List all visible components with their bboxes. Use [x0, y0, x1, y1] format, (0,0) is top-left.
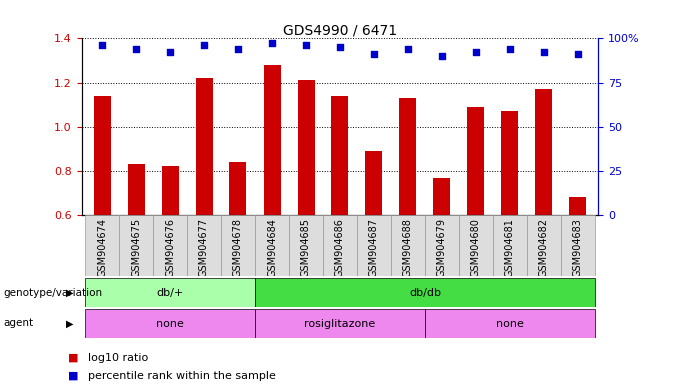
Text: GSM904685: GSM904685: [301, 218, 311, 277]
Text: GSM904674: GSM904674: [97, 218, 107, 277]
Text: none: none: [496, 318, 524, 329]
Text: GSM904675: GSM904675: [131, 218, 141, 277]
Text: ■: ■: [68, 371, 78, 381]
Text: ■: ■: [68, 353, 78, 363]
Text: db/+: db/+: [156, 288, 184, 298]
Text: GSM904683: GSM904683: [573, 218, 583, 277]
Point: [97, 42, 107, 48]
Point: [267, 40, 277, 46]
Bar: [255, 278, 595, 307]
Text: GSM904687: GSM904687: [369, 218, 379, 277]
Bar: [493, 215, 527, 276]
Bar: [357, 215, 391, 276]
Text: GSM904679: GSM904679: [437, 218, 447, 277]
Text: agent: agent: [3, 318, 33, 328]
Bar: [221, 215, 255, 276]
Text: GSM904684: GSM904684: [267, 218, 277, 277]
Bar: [128, 164, 144, 215]
Point: [165, 49, 175, 55]
Point: [539, 49, 549, 55]
Text: GSM904676: GSM904676: [165, 218, 175, 277]
Text: genotype/variation: genotype/variation: [3, 288, 103, 298]
Text: GSM904681: GSM904681: [505, 218, 515, 277]
Text: ▶: ▶: [66, 318, 73, 328]
Bar: [535, 89, 552, 215]
Bar: [569, 197, 586, 215]
Text: rosiglitazone: rosiglitazone: [305, 318, 375, 329]
Bar: [289, 215, 323, 276]
Bar: [255, 309, 425, 338]
Point: [369, 51, 379, 57]
Point: [301, 42, 311, 48]
Bar: [153, 215, 187, 276]
Text: GSM904686: GSM904686: [335, 218, 345, 277]
Bar: [298, 80, 314, 215]
Point: [233, 46, 243, 53]
Bar: [331, 96, 348, 215]
Bar: [85, 278, 255, 307]
Point: [131, 46, 141, 53]
Bar: [255, 215, 289, 276]
Text: db/db: db/db: [409, 288, 441, 298]
Text: GSM904680: GSM904680: [471, 218, 481, 277]
Text: GSM904682: GSM904682: [539, 218, 549, 277]
Bar: [425, 215, 459, 276]
Bar: [434, 177, 450, 215]
Text: GSM904688: GSM904688: [403, 218, 413, 277]
Bar: [196, 78, 212, 215]
Bar: [425, 309, 595, 338]
Bar: [561, 215, 595, 276]
Bar: [162, 167, 178, 215]
Bar: [187, 215, 221, 276]
Bar: [323, 215, 357, 276]
Text: GSM904677: GSM904677: [199, 218, 209, 277]
Bar: [94, 96, 110, 215]
Text: log10 ratio: log10 ratio: [88, 353, 149, 363]
Bar: [264, 65, 280, 215]
Bar: [467, 107, 484, 215]
Text: ▶: ▶: [66, 288, 73, 298]
Bar: [459, 215, 493, 276]
Bar: [85, 215, 119, 276]
Point: [403, 46, 413, 53]
Bar: [229, 162, 246, 215]
Text: percentile rank within the sample: percentile rank within the sample: [88, 371, 276, 381]
Bar: [85, 309, 255, 338]
Point: [335, 44, 345, 50]
Bar: [119, 215, 153, 276]
Bar: [399, 98, 416, 215]
Point: [199, 42, 209, 48]
Point: [505, 46, 515, 53]
Title: GDS4990 / 6471: GDS4990 / 6471: [283, 23, 397, 37]
Bar: [365, 151, 382, 215]
Bar: [391, 215, 425, 276]
Text: none: none: [156, 318, 184, 329]
Point: [437, 53, 447, 59]
Text: GSM904678: GSM904678: [233, 218, 243, 277]
Bar: [527, 215, 561, 276]
Bar: [501, 111, 518, 215]
Point: [573, 51, 583, 57]
Point: [471, 49, 481, 55]
